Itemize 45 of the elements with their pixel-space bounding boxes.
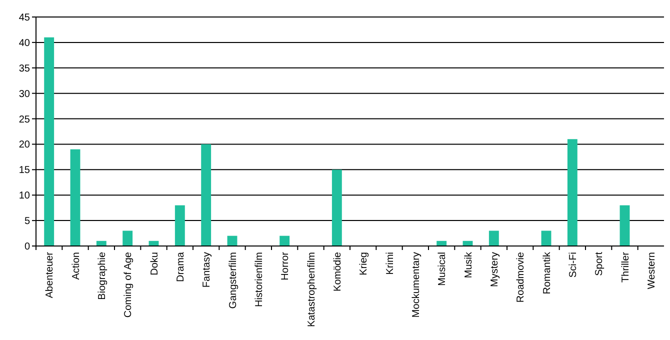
bar <box>70 149 80 246</box>
x-tick-label: Musical <box>437 252 448 286</box>
x-tick-label: Drama <box>175 252 186 282</box>
y-tick-label: 20 <box>18 140 30 151</box>
bar <box>332 170 342 246</box>
bar <box>488 230 499 246</box>
bar <box>174 205 185 246</box>
bar <box>541 230 552 246</box>
y-tick-label: 30 <box>18 88 30 100</box>
y-tick-label: 15 <box>18 165 30 176</box>
x-tick-label: Western <box>646 252 658 290</box>
x-tick-label: Thriller <box>620 251 632 283</box>
bar <box>122 230 133 246</box>
x-tick-label: Katastrophenfilm <box>306 252 318 328</box>
y-tick-label: 0 <box>24 242 30 252</box>
x-tick-label: Roadmovie <box>516 252 527 303</box>
x-tick-label: Doku <box>149 252 160 276</box>
bar <box>620 205 630 246</box>
y-tick-label: 40 <box>18 38 30 49</box>
y-tick-label: 35 <box>18 63 30 74</box>
y-tick-label: 5 <box>24 216 30 228</box>
x-tick-label: Biographie <box>96 252 108 300</box>
x-tick-label: Sport <box>594 252 606 276</box>
x-tick-label: Krieg <box>358 252 370 276</box>
x-tick-label: Mystery <box>489 252 500 287</box>
bar <box>201 144 212 246</box>
x-tick-label: Sci-Fi <box>568 252 579 278</box>
x-tick-label: Gangsterfilm <box>228 252 239 309</box>
x-tick-label: Action <box>70 252 82 280</box>
bar <box>44 37 54 246</box>
x-tick-label: Mockumentary <box>410 252 422 318</box>
x-tick-label: Musik <box>463 251 474 278</box>
x-tick-label: Horror <box>280 251 292 280</box>
x-tick-label: Komödie <box>332 252 344 292</box>
x-tick-label: Historienfilm <box>254 252 265 308</box>
y-tick-label: 10 <box>18 190 30 202</box>
x-tick-label: Krimi <box>384 252 396 275</box>
x-tick-label: Romantik <box>542 251 553 294</box>
x-tick-label: Abenteuer <box>44 251 56 298</box>
x-tick-label: Fantasy <box>202 252 213 288</box>
bar <box>280 236 290 246</box>
bar <box>567 139 578 246</box>
y-tick-label: 25 <box>18 114 30 126</box>
y-tick-label: 45 <box>18 12 30 24</box>
x-tick-label: Coming of Age <box>123 252 134 318</box>
